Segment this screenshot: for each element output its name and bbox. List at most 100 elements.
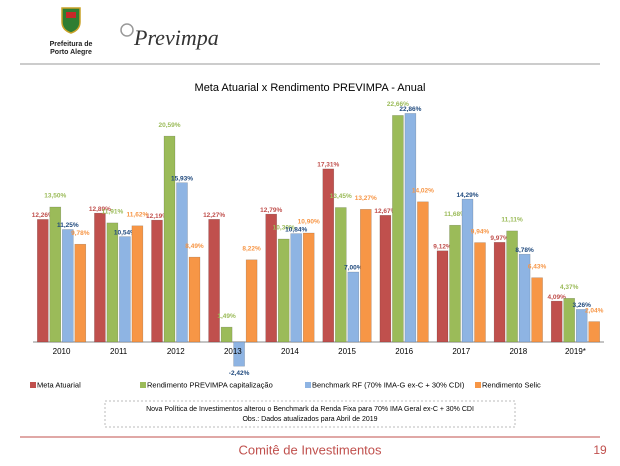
x-tick-label: 2015 [338, 347, 356, 356]
bar [163, 135, 176, 343]
value-label: 11,25% [57, 222, 79, 229]
bar [151, 219, 163, 343]
value-label: 11,11% [501, 217, 523, 224]
value-label: 11,91% [102, 209, 124, 216]
bar [176, 182, 188, 343]
bar [417, 201, 429, 343]
value-label: 6,43% [528, 263, 547, 270]
logo-detail [66, 12, 76, 18]
legend-label: Rendimento PREVIMPA capitalização [147, 380, 273, 389]
value-label: 14,29% [456, 192, 478, 199]
bar [347, 271, 360, 343]
value-label: 15,93% [171, 175, 193, 182]
bar [461, 198, 474, 343]
x-tick-label: 2018 [509, 347, 527, 356]
value-label: 4,09% [547, 294, 566, 301]
page-number: 19 [593, 443, 607, 457]
value-label: 12,67% [374, 208, 396, 215]
chart-title: Meta Atuarial x Rendimento PREVIMPA - An… [195, 82, 426, 94]
bar [208, 219, 220, 343]
bar [233, 341, 245, 367]
value-label: 13,27% [355, 195, 377, 202]
value-label: 12,89% [89, 206, 111, 213]
bar [277, 238, 290, 343]
legend-label: Benchmark RF (70% IMA-G ex-C + 30% CDI) [312, 380, 465, 389]
value-label: 7,00% [344, 265, 363, 272]
bar [404, 113, 417, 343]
legend-swatch [305, 382, 311, 388]
note: Nova Política de Investimentos alterou o… [146, 406, 474, 413]
x-tick-label: 2011 [110, 347, 128, 356]
x-tick-label: 2010 [53, 347, 71, 356]
note-box [104, 400, 516, 428]
value-label: 20,59% [158, 122, 180, 129]
value-label: 10,90% [298, 219, 320, 226]
bar [493, 242, 506, 343]
x-tick-label: 2017 [452, 347, 470, 356]
value-label: 13,50% [44, 193, 66, 200]
footer-text: Comitê de Investimentos [238, 442, 382, 457]
value-label: 1,49% [217, 313, 236, 320]
legend-swatch [30, 382, 36, 388]
value-label: 22,66% [387, 101, 409, 108]
value-label: 10,84% [285, 226, 307, 233]
bar [392, 115, 404, 343]
value-label: 13,45% [330, 193, 352, 200]
x-tick-label: 2016 [395, 347, 413, 356]
value-label: 4,37% [560, 284, 579, 291]
value-label: 3,26% [572, 302, 591, 309]
value-label: 11,62% [127, 212, 149, 219]
bar [188, 256, 201, 343]
bar [474, 242, 486, 343]
value-label: 2,04% [585, 307, 604, 314]
value-label: 10,54% [114, 229, 136, 236]
legend-label: Meta Atuarial [37, 380, 81, 389]
bar [37, 219, 49, 343]
x-tick-label: 2012 [167, 347, 185, 356]
bar [131, 225, 144, 343]
bar [550, 300, 563, 343]
bar [94, 212, 106, 343]
logo-text: Prefeitura de [50, 41, 93, 48]
value-label: 9,78% [71, 230, 90, 237]
bar [563, 298, 575, 343]
x-tick-label: 2014 [281, 347, 299, 356]
bar [245, 259, 258, 343]
value-label: 9,97% [490, 235, 509, 242]
value-label: 11,68% [444, 211, 466, 218]
value-label: 22,86% [399, 106, 421, 113]
bar [290, 233, 302, 343]
x-tick-label: 2013 [224, 347, 242, 356]
value-label: 9,94% [471, 228, 490, 235]
legend-swatch [475, 382, 481, 388]
value-label: 12,27% [203, 212, 225, 219]
value-label: 8,78% [515, 247, 534, 254]
value-label: 12,19% [146, 213, 168, 220]
bar [436, 250, 449, 343]
bar [588, 321, 600, 343]
value-label: 17,31% [317, 162, 339, 169]
value-label: 10,30% [273, 225, 295, 232]
bar [119, 236, 131, 343]
legend-label: Rendimento Selic [482, 380, 541, 389]
brand-icon [120, 23, 134, 37]
legend-swatch [140, 382, 146, 388]
bar [360, 209, 372, 343]
logo [61, 7, 81, 34]
bar [449, 224, 461, 343]
bar [302, 232, 315, 343]
bar [106, 222, 119, 343]
bar [379, 215, 392, 343]
bar [506, 230, 518, 343]
value-label: -2,42% [229, 370, 250, 377]
value-label: 9,12% [433, 244, 452, 251]
bar [531, 277, 543, 343]
bar [335, 207, 347, 343]
value-label: 14,02% [412, 188, 434, 195]
bar [265, 213, 277, 343]
bar [322, 168, 335, 343]
brand: Previmpa [133, 25, 219, 50]
bar [74, 243, 87, 343]
